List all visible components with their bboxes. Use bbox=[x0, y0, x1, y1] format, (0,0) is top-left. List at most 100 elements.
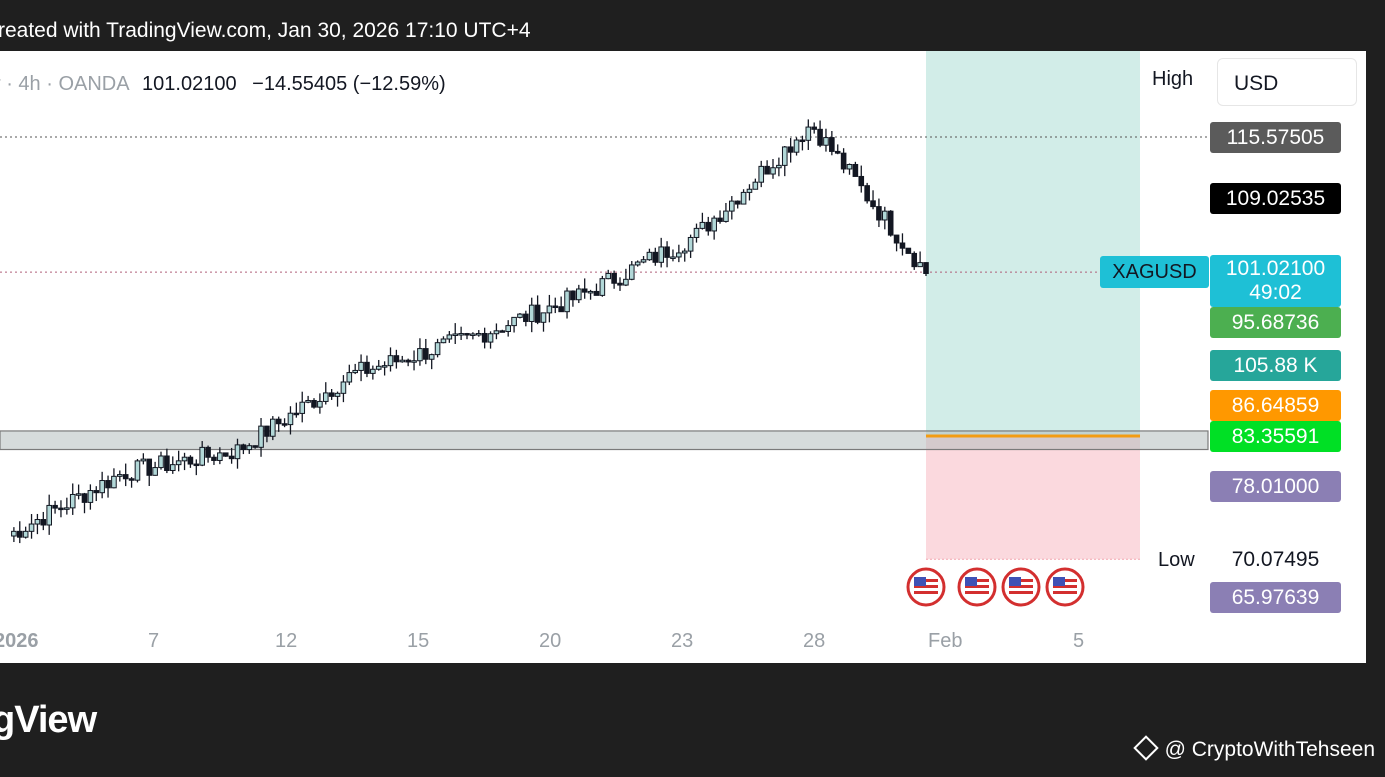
candle-body bbox=[93, 490, 100, 494]
candle-body bbox=[458, 333, 464, 336]
candle-body bbox=[829, 137, 835, 152]
price-axis-tag: 109.02535 bbox=[1210, 182, 1341, 214]
price-axis-tag-value: 115.57505 bbox=[1226, 126, 1325, 149]
candle-body bbox=[505, 325, 511, 332]
candle-body bbox=[705, 221, 712, 232]
candle-body bbox=[911, 252, 918, 268]
candle-body bbox=[464, 333, 470, 336]
candle-body bbox=[111, 475, 117, 489]
candle-body bbox=[411, 360, 417, 363]
candle-body bbox=[493, 330, 500, 335]
price-axis-tag-value: 101.02100 bbox=[1225, 257, 1326, 281]
candle-body bbox=[570, 290, 576, 301]
candle-body bbox=[599, 278, 606, 296]
candle-body bbox=[375, 365, 382, 370]
candle-body bbox=[328, 392, 335, 397]
candle-body bbox=[75, 493, 82, 496]
candle-body bbox=[923, 262, 929, 274]
candle-body bbox=[128, 478, 135, 481]
candle-body bbox=[240, 444, 247, 451]
symbol-bar: r · 4h · OANDA 101.02100 −14.55405 (−12.… bbox=[0, 73, 446, 96]
candle-body bbox=[823, 137, 829, 146]
candle-body bbox=[852, 163, 859, 177]
candle-body bbox=[711, 217, 717, 232]
candle-body bbox=[752, 181, 759, 190]
candle-body bbox=[717, 217, 723, 222]
loss-zone bbox=[926, 436, 1140, 560]
candle-body bbox=[858, 175, 865, 187]
candle-body bbox=[87, 490, 94, 503]
candle-body bbox=[517, 313, 523, 318]
candle-body bbox=[681, 250, 688, 254]
candle-body bbox=[817, 128, 823, 146]
candle-body bbox=[175, 460, 182, 466]
candle-body bbox=[370, 368, 376, 374]
candle-body bbox=[799, 139, 806, 143]
price-axis-tag: 83.35591 bbox=[1210, 421, 1341, 452]
candle-body bbox=[440, 338, 447, 344]
candle-body bbox=[322, 392, 329, 402]
price-axis-tag-value: 105.88 K bbox=[1233, 354, 1318, 378]
candle-body bbox=[523, 313, 529, 322]
candle-body bbox=[723, 210, 729, 222]
candle-body bbox=[487, 333, 494, 343]
candle-body bbox=[652, 251, 659, 263]
us-flag-event-icon[interactable] bbox=[1001, 567, 1041, 607]
x-tick-label: 15 bbox=[407, 630, 430, 652]
candle-body bbox=[434, 342, 441, 356]
candle-body bbox=[893, 234, 900, 244]
price-chart[interactable] bbox=[0, 51, 1366, 663]
candle-body bbox=[905, 247, 912, 254]
candle-body bbox=[746, 188, 753, 193]
us-flag-event-icon[interactable] bbox=[1045, 567, 1085, 607]
chart-area[interactable]: r · 4h · OANDA 101.02100 −14.55405 (−12.… bbox=[0, 51, 1366, 663]
us-flag-event-icon[interactable] bbox=[957, 567, 997, 607]
candle-body bbox=[299, 401, 306, 414]
candle-body bbox=[275, 418, 282, 425]
price-axis-tag-value: 65.97639 bbox=[1231, 586, 1320, 610]
candle-body bbox=[305, 399, 311, 403]
candle-body bbox=[452, 333, 459, 336]
candle-body bbox=[764, 165, 770, 175]
candle-body bbox=[164, 455, 170, 471]
candle-body bbox=[252, 445, 258, 448]
candle-body bbox=[587, 290, 594, 294]
x-tick-label: 20 bbox=[539, 630, 562, 652]
price-axis-tag: 65.97639 bbox=[1210, 582, 1341, 614]
candle-body bbox=[152, 467, 158, 476]
candle-body bbox=[264, 425, 270, 437]
candle-body bbox=[628, 264, 635, 280]
candle-body bbox=[187, 456, 194, 465]
candle-body bbox=[793, 139, 800, 153]
candle-body bbox=[699, 221, 706, 229]
candle-body bbox=[69, 493, 76, 509]
price-axis-tag-value: 78.01000 bbox=[1231, 474, 1320, 498]
candle-body bbox=[576, 288, 582, 301]
candle-body bbox=[158, 455, 164, 469]
candle-body bbox=[222, 452, 229, 457]
price-axis-tag: 86.64859 bbox=[1210, 390, 1341, 422]
x-tick-label: 23 bbox=[671, 630, 694, 652]
candle-body bbox=[105, 480, 111, 489]
candle-body bbox=[399, 359, 406, 363]
us-flag-event-icon[interactable] bbox=[906, 567, 946, 607]
tradingview-logo: gView bbox=[0, 699, 97, 741]
candle-body bbox=[534, 304, 541, 323]
candle-body bbox=[52, 504, 58, 509]
candle-body bbox=[546, 305, 553, 314]
candle-body bbox=[417, 348, 423, 362]
candle-body bbox=[22, 530, 29, 538]
candle-body bbox=[423, 348, 429, 360]
x-tick-label: 5 bbox=[1073, 630, 1085, 652]
candle-body bbox=[552, 305, 559, 309]
candle-body bbox=[876, 206, 882, 221]
candle-body bbox=[882, 210, 888, 221]
candle-body bbox=[387, 355, 394, 367]
currency-button[interactable]: USD bbox=[1217, 58, 1357, 106]
x-tick-label: 7 bbox=[148, 630, 160, 652]
candle-body bbox=[899, 242, 906, 249]
price-axis-tag: 115.57505 bbox=[1210, 122, 1341, 153]
x-tick-label: 12 bbox=[275, 630, 298, 652]
candle-body bbox=[811, 126, 817, 130]
candle-body bbox=[358, 361, 364, 371]
